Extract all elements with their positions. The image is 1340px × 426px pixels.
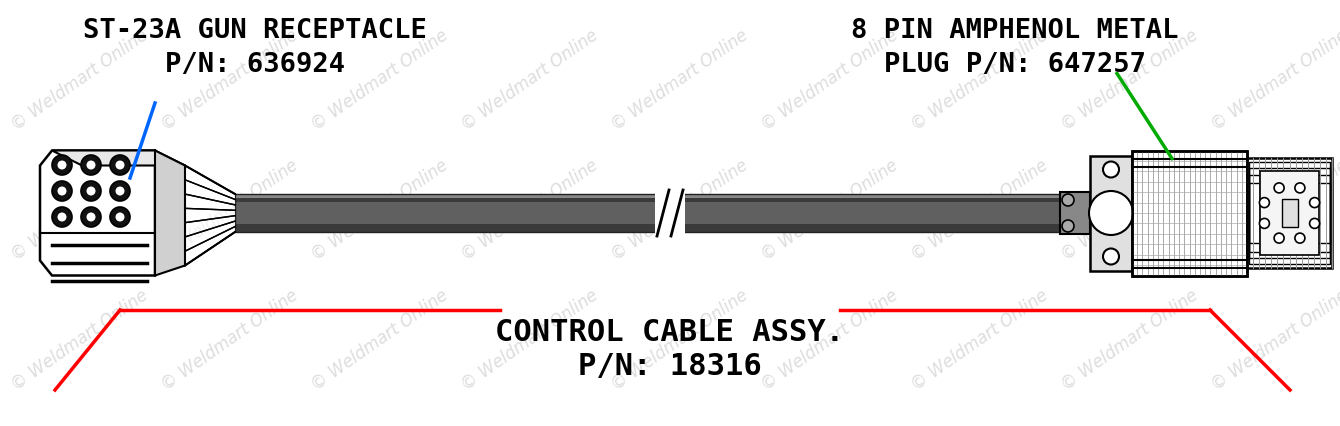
Circle shape [52,207,72,227]
Polygon shape [40,150,155,276]
Circle shape [87,213,95,222]
Bar [234,194,1065,232]
Text: 8 PIN AMPHENOL METAL: 8 PIN AMPHENOL METAL [851,18,1179,44]
Text: © Weldmart Online: © Weldmart Online [758,26,902,134]
Text: © Weldmart Online: © Weldmart Online [758,156,902,264]
Text: © Weldmart Online: © Weldmart Online [909,286,1052,394]
Bar [1060,192,1089,234]
Text: © Weldmart Online: © Weldmart Online [758,286,902,394]
Bar [234,194,1065,198]
Text: © Weldmart Online: © Weldmart Online [1059,156,1202,264]
Circle shape [1309,198,1320,207]
Circle shape [80,155,100,175]
Circle shape [1260,219,1269,228]
Circle shape [1274,233,1284,243]
Text: P/N: 636924: P/N: 636924 [165,52,346,78]
Circle shape [80,207,100,227]
Text: © Weldmart Online: © Weldmart Online [158,156,302,264]
Bar [1248,158,1332,268]
Text: © Weldmart Online: © Weldmart Online [158,286,302,394]
Text: © Weldmart Online: © Weldmart Online [608,26,752,134]
Text: CONTROL CABLE ASSY.: CONTROL CABLE ASSY. [496,318,844,347]
Circle shape [1103,248,1119,265]
Text: P/N: 18316: P/N: 18316 [578,352,762,381]
Text: © Weldmart Online: © Weldmart Online [458,286,602,394]
Circle shape [52,181,72,201]
Text: © Weldmart Online: © Weldmart Online [608,156,752,264]
Circle shape [1294,183,1305,193]
Circle shape [110,155,130,175]
Text: ST-23A GUN RECEPTACLE: ST-23A GUN RECEPTACLE [83,18,427,44]
Circle shape [115,213,125,222]
Circle shape [1294,233,1305,243]
Text: © Weldmart Online: © Weldmart Online [308,286,452,394]
Text: © Weldmart Online: © Weldmart Online [1059,286,1202,394]
Bar [655,189,685,237]
Bar [1249,175,1329,251]
Text: © Weldmart Online: © Weldmart Online [1209,286,1340,394]
Circle shape [58,213,67,222]
Text: © Weldmart Online: © Weldmart Online [8,156,151,264]
Bar [1260,171,1320,255]
Circle shape [1274,183,1284,193]
Circle shape [1063,220,1073,232]
Circle shape [52,155,72,175]
Circle shape [58,161,67,170]
Bar [1249,168,1329,258]
Text: © Weldmart Online: © Weldmart Online [308,26,452,134]
Bar [234,202,1065,224]
Bar [1249,183,1329,243]
Text: © Weldmart Online: © Weldmart Online [608,286,752,394]
Circle shape [87,187,95,196]
Polygon shape [52,150,185,165]
Circle shape [115,187,125,196]
Text: © Weldmart Online: © Weldmart Online [909,26,1052,134]
Text: © Weldmart Online: © Weldmart Online [158,26,302,134]
Circle shape [110,181,130,201]
Bar [1089,155,1132,271]
Circle shape [58,187,67,196]
Circle shape [1309,219,1320,228]
Polygon shape [185,165,234,265]
Circle shape [110,207,130,227]
Text: © Weldmart Online: © Weldmart Online [458,156,602,264]
Circle shape [1103,161,1119,178]
Bar [1249,162,1329,264]
Circle shape [87,161,95,170]
Circle shape [80,181,100,201]
Text: © Weldmart Online: © Weldmart Online [458,26,602,134]
Text: PLUG P/N: 647257: PLUG P/N: 647257 [884,52,1146,78]
Text: © Weldmart Online: © Weldmart Online [308,156,452,264]
Circle shape [1089,191,1134,235]
Circle shape [115,161,125,170]
Bar [234,194,1065,232]
Bar [1132,150,1248,276]
Text: © Weldmart Online: © Weldmart Online [909,156,1052,264]
Text: © Weldmart Online: © Weldmart Online [1209,26,1340,134]
Text: © Weldmart Online: © Weldmart Online [8,286,151,394]
Text: © Weldmart Online: © Weldmart Online [1059,26,1202,134]
Polygon shape [155,150,185,276]
Text: © Weldmart Online: © Weldmart Online [8,26,151,134]
Bar [1281,199,1297,227]
Bar [1132,150,1248,276]
Text: © Weldmart Online: © Weldmart Online [1209,156,1340,264]
Circle shape [1260,198,1269,207]
Circle shape [1063,194,1073,206]
